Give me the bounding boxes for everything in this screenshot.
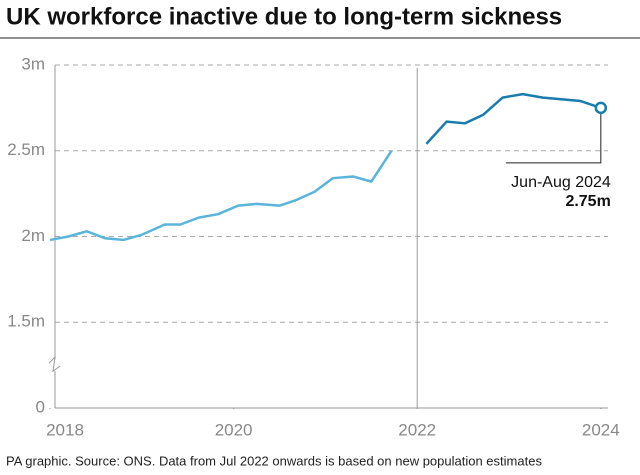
annotation-label: Jun-Aug 2024 bbox=[511, 174, 611, 191]
axis-break bbox=[48, 355, 61, 373]
leader-line bbox=[505, 107, 602, 164]
y-tick-label: 1.5m bbox=[7, 312, 45, 331]
line bbox=[425, 92, 602, 145]
x-tick-label: 2024 bbox=[582, 420, 620, 439]
line bbox=[49, 150, 393, 242]
x-tick-label: 2022 bbox=[398, 420, 436, 439]
x-tick-label: 2020 bbox=[215, 420, 253, 439]
marker bbox=[594, 101, 608, 115]
y-tick-label: 3m bbox=[21, 54, 45, 73]
annotation-value: 2.75m bbox=[565, 193, 610, 210]
source: PA graphic. Source: ONS. Data from Jul 2… bbox=[6, 453, 542, 468]
y-tick-label: 0 bbox=[36, 397, 45, 416]
chart-title: UK workforce inactive due to long-term s… bbox=[6, 3, 562, 30]
y-tick-label: 2.5m bbox=[7, 140, 45, 159]
y-tick-label: 2m bbox=[21, 226, 45, 245]
x-tick-label: 2018 bbox=[46, 420, 84, 439]
